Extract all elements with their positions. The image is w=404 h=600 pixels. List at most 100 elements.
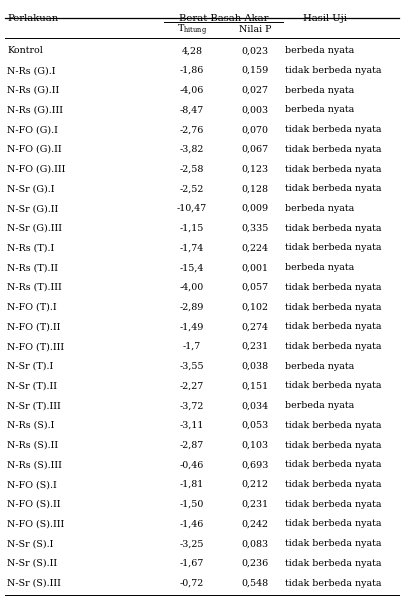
Text: berbeda nyata: berbeda nyata (285, 263, 354, 272)
Text: -0,46: -0,46 (180, 460, 204, 469)
Text: 0,693: 0,693 (241, 460, 269, 469)
Text: -4,00: -4,00 (180, 283, 204, 292)
Text: tidak berbeda nyata: tidak berbeda nyata (285, 184, 381, 193)
Text: N-FO (S).II: N-FO (S).II (7, 500, 61, 509)
Text: 0,001: 0,001 (242, 263, 269, 272)
Text: 0,231: 0,231 (242, 500, 269, 509)
Text: 0,034: 0,034 (242, 401, 269, 410)
Text: N-FO (T).II: N-FO (T).II (7, 322, 60, 331)
Text: 0,274: 0,274 (242, 322, 269, 331)
Text: N-Rs (T).III: N-Rs (T).III (7, 283, 62, 292)
Text: -0,72: -0,72 (180, 578, 204, 587)
Text: -1,74: -1,74 (180, 244, 204, 253)
Text: N-Rs (S).III: N-Rs (S).III (7, 460, 62, 469)
Text: 0,083: 0,083 (242, 539, 269, 548)
Text: N-Sr (T).I: N-Sr (T).I (7, 362, 53, 371)
Text: N-Rs (S).II: N-Rs (S).II (7, 440, 58, 449)
Text: N-Rs (G).I: N-Rs (G).I (7, 66, 55, 75)
Text: tidak berbeda nyata: tidak berbeda nyata (285, 382, 381, 391)
Text: N-Sr (S).III: N-Sr (S).III (7, 578, 61, 587)
Text: -3,72: -3,72 (180, 401, 204, 410)
Text: 0,023: 0,023 (242, 46, 269, 55)
Text: Kontrol: Kontrol (7, 46, 43, 55)
Text: 0,003: 0,003 (242, 106, 269, 115)
Text: 0,067: 0,067 (242, 145, 269, 154)
Text: -1,7: -1,7 (183, 342, 201, 351)
Text: -15,4: -15,4 (180, 263, 204, 272)
Text: N-Sr (T).III: N-Sr (T).III (7, 401, 61, 410)
Text: tidak berbeda nyata: tidak berbeda nyata (285, 66, 381, 75)
Text: 0,123: 0,123 (242, 164, 269, 173)
Text: 0,128: 0,128 (242, 184, 269, 193)
Text: N-FO (S).I: N-FO (S).I (7, 480, 57, 489)
Text: tidak berbeda nyata: tidak berbeda nyata (285, 224, 381, 233)
Text: T$_{\mathregular{hitung}}$: T$_{\mathregular{hitung}}$ (177, 22, 207, 38)
Text: tidak berbeda nyata: tidak berbeda nyata (285, 421, 381, 430)
Text: berbeda nyata: berbeda nyata (285, 401, 354, 410)
Text: tidak berbeda nyata: tidak berbeda nyata (285, 302, 381, 311)
Text: -3,55: -3,55 (180, 362, 204, 371)
Text: -4,06: -4,06 (180, 86, 204, 95)
Text: 0,242: 0,242 (242, 520, 269, 529)
Text: -3,11: -3,11 (180, 421, 204, 430)
Text: N-Sr (G).III: N-Sr (G).III (7, 224, 62, 233)
Text: N-FO (T).I: N-FO (T).I (7, 302, 57, 311)
Text: 0,057: 0,057 (242, 283, 269, 292)
Text: -1,49: -1,49 (180, 322, 204, 331)
Text: 0,236: 0,236 (241, 559, 269, 568)
Text: -2,58: -2,58 (180, 164, 204, 173)
Text: N-FO (G).I: N-FO (G).I (7, 125, 58, 134)
Text: berbeda nyata: berbeda nyata (285, 204, 354, 213)
Text: N-Rs (G).III: N-Rs (G).III (7, 106, 63, 115)
Text: tidak berbeda nyata: tidak berbeda nyata (285, 164, 381, 173)
Text: N-Sr (G).I: N-Sr (G).I (7, 184, 55, 193)
Text: N-Sr (S).I: N-Sr (S).I (7, 539, 53, 548)
Text: 4,28: 4,28 (181, 46, 202, 55)
Text: berbeda nyata: berbeda nyata (285, 86, 354, 95)
Text: 0,212: 0,212 (242, 480, 269, 489)
Text: 0,053: 0,053 (241, 421, 269, 430)
Text: 0,070: 0,070 (242, 125, 269, 134)
Text: -8,47: -8,47 (180, 106, 204, 115)
Text: -1,67: -1,67 (180, 559, 204, 568)
Text: tidak berbeda nyata: tidak berbeda nyata (285, 145, 381, 154)
Text: 0,224: 0,224 (242, 244, 269, 253)
Text: tidak berbeda nyata: tidak berbeda nyata (285, 559, 381, 568)
Text: N-Rs (T).I: N-Rs (T).I (7, 244, 54, 253)
Text: 0,103: 0,103 (242, 440, 269, 449)
Text: Perlakuan: Perlakuan (7, 14, 58, 23)
Text: Hasil Uji: Hasil Uji (303, 14, 347, 23)
Text: 0,102: 0,102 (242, 302, 269, 311)
Text: -2,89: -2,89 (180, 302, 204, 311)
Text: -3,82: -3,82 (180, 145, 204, 154)
Text: 0,159: 0,159 (241, 66, 269, 75)
Text: -2,87: -2,87 (180, 440, 204, 449)
Text: N-Sr (G).II: N-Sr (G).II (7, 204, 58, 213)
Text: tidak berbeda nyata: tidak berbeda nyata (285, 460, 381, 469)
Text: -1,46: -1,46 (180, 520, 204, 529)
Text: 0,009: 0,009 (242, 204, 269, 213)
Text: 0,038: 0,038 (242, 362, 269, 371)
Text: -2,52: -2,52 (180, 184, 204, 193)
Text: 0,548: 0,548 (242, 578, 269, 587)
Text: tidak berbeda nyata: tidak berbeda nyata (285, 480, 381, 489)
Text: berbeda nyata: berbeda nyata (285, 362, 354, 371)
Text: N-Rs (S).I: N-Rs (S).I (7, 421, 55, 430)
Text: 0,335: 0,335 (241, 224, 269, 233)
Text: tidak berbeda nyata: tidak berbeda nyata (285, 520, 381, 529)
Text: tidak berbeda nyata: tidak berbeda nyata (285, 578, 381, 587)
Text: tidak berbeda nyata: tidak berbeda nyata (285, 283, 381, 292)
Text: N-FO (S).III: N-FO (S).III (7, 520, 64, 529)
Text: N-FO (G).III: N-FO (G).III (7, 164, 65, 173)
Text: tidak berbeda nyata: tidak berbeda nyata (285, 440, 381, 449)
Text: N-Rs (T).II: N-Rs (T).II (7, 263, 58, 272)
Text: -1,81: -1,81 (180, 480, 204, 489)
Text: -2,27: -2,27 (180, 382, 204, 391)
Text: tidak berbeda nyata: tidak berbeda nyata (285, 322, 381, 331)
Text: 0,027: 0,027 (242, 86, 269, 95)
Text: berbeda nyata: berbeda nyata (285, 46, 354, 55)
Text: -1,50: -1,50 (180, 500, 204, 509)
Text: Berat Basah Akar: Berat Basah Akar (179, 14, 268, 23)
Text: -1,15: -1,15 (180, 224, 204, 233)
Text: -1,86: -1,86 (180, 66, 204, 75)
